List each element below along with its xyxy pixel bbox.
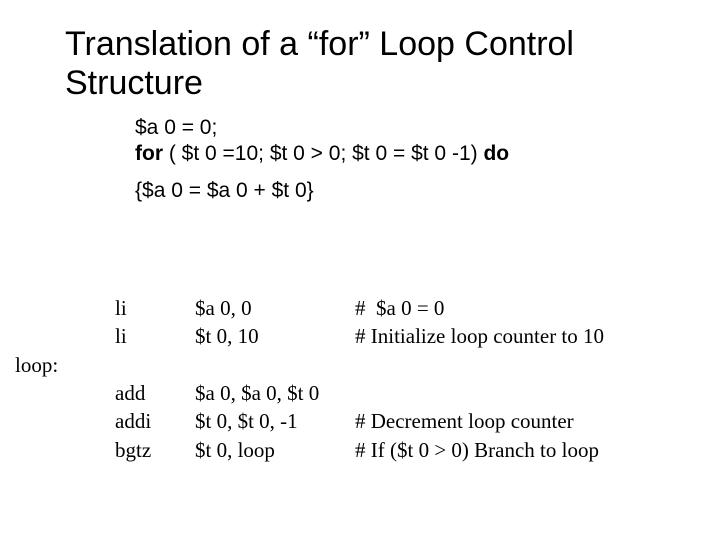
code-line-2: for ( $t 0 =10; $t 0 > 0; $t 0 = $t 0 -1… [135, 141, 680, 167]
asm-args: $t 0, 10 [195, 322, 355, 350]
asm-comment: # Initialize loop counter to 10 [355, 322, 680, 350]
asm-row: li $t 0, 10 # Initialize loop counter to… [65, 322, 680, 350]
asm-op: bgtz [115, 436, 195, 464]
spacer [135, 168, 680, 178]
asm-comment: # Decrement loop counter [355, 407, 680, 435]
asm-comment: # $a 0 = 0 [355, 294, 680, 322]
code-line-3: {$a 0 = $a 0 + $t 0} [135, 178, 680, 204]
asm-loop-label: loop: [15, 351, 115, 379]
for-expression: ( $t 0 =10; $t 0 > 0; $t 0 = $t 0 -1) [163, 142, 483, 165]
code-intro-block: $a 0 = 0; for ( $t 0 =10; $t 0 > 0; $t 0… [135, 115, 680, 204]
slide: Translation of a “for” Loop Control Stru… [0, 0, 720, 540]
asm-args: $t 0, $t 0, -1 [195, 407, 355, 435]
asm-args: $a 0, 0 [195, 294, 355, 322]
assembly-block: li $a 0, 0 # $a 0 = 0 li $t 0, 10 # Init… [65, 294, 680, 464]
asm-row: addi $t 0, $t 0, -1 # Decrement loop cou… [65, 407, 680, 435]
for-keyword: for [135, 142, 163, 165]
asm-label [65, 322, 115, 350]
asm-op: addi [115, 407, 195, 435]
asm-op: li [115, 322, 195, 350]
asm-row: bgtz $t 0, loop # If ($t 0 > 0) Branch t… [65, 436, 680, 464]
asm-row-loop-label: loop: [65, 351, 680, 379]
asm-row: li $a 0, 0 # $a 0 = 0 [65, 294, 680, 322]
asm-label [65, 294, 115, 322]
do-keyword: do [483, 142, 509, 165]
asm-op: li [115, 294, 195, 322]
asm-op: add [115, 379, 195, 407]
asm-label [65, 407, 115, 435]
asm-args: $a 0, $a 0, $t 0 [195, 379, 355, 407]
asm-comment [355, 379, 680, 407]
asm-label [65, 379, 115, 407]
slide-title: Translation of a “for” Loop Control Stru… [65, 25, 680, 103]
asm-label [65, 436, 115, 464]
asm-comment: # If ($t 0 > 0) Branch to loop [355, 436, 680, 464]
code-line-1: $a 0 = 0; [135, 115, 680, 141]
asm-args: $t 0, loop [195, 436, 355, 464]
asm-row: add $a 0, $a 0, $t 0 [65, 379, 680, 407]
